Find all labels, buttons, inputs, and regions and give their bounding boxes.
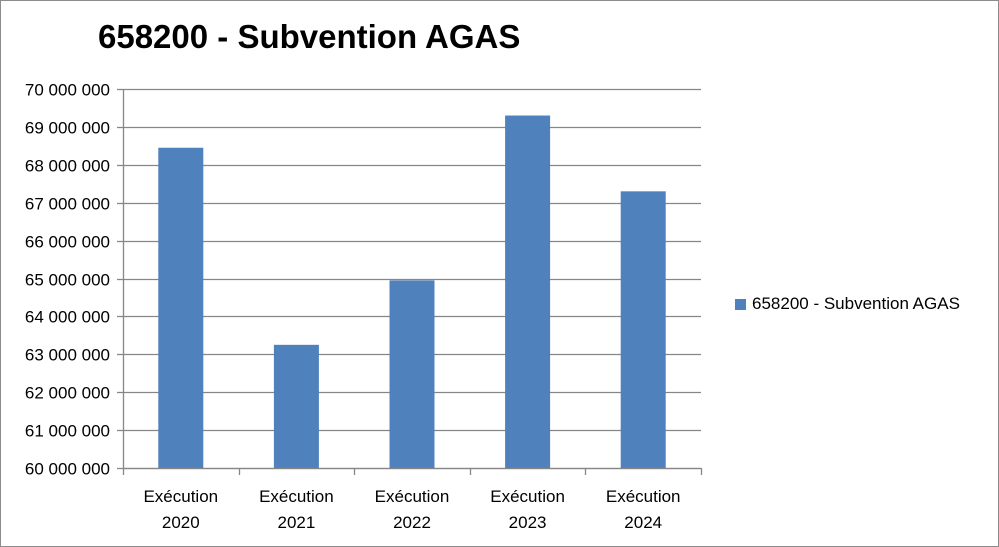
y-tick-label: 69 000 000: [25, 119, 110, 138]
y-tick-label: 68 000 000: [25, 157, 110, 176]
bar: [620, 191, 666, 468]
legend-swatch: [735, 298, 746, 310]
x-tick-label: Exécution 2022: [375, 487, 450, 532]
bar: [273, 344, 319, 468]
x-tick-label: Exécution 2020: [143, 487, 218, 532]
y-tick-label: 61 000 000: [25, 422, 110, 441]
x-tick-label: Exécution 2021: [259, 487, 334, 532]
bar: [505, 115, 551, 468]
y-tick-label: 65 000 000: [25, 271, 110, 290]
y-tick-label: 67 000 000: [25, 195, 110, 214]
y-tick-label: 60 000 000: [25, 460, 110, 479]
y-tick-label: 63 000 000: [25, 346, 110, 365]
y-tick-label: 66 000 000: [25, 233, 110, 252]
legend: 658200 - Subvention AGAS: [735, 294, 960, 314]
bar: [389, 280, 435, 468]
x-tick-label: Exécution 2023: [490, 487, 565, 532]
y-tick-label: 62 000 000: [25, 384, 110, 403]
legend-label: 658200 - Subvention AGAS: [752, 294, 960, 313]
x-tick-label: Exécution 2024: [606, 487, 681, 532]
y-tick-label: 70 000 000: [25, 81, 110, 100]
bar: [158, 147, 204, 468]
chart-title: 658200 - Subvention AGAS: [98, 18, 521, 55]
y-tick-label: 64 000 000: [25, 308, 110, 327]
